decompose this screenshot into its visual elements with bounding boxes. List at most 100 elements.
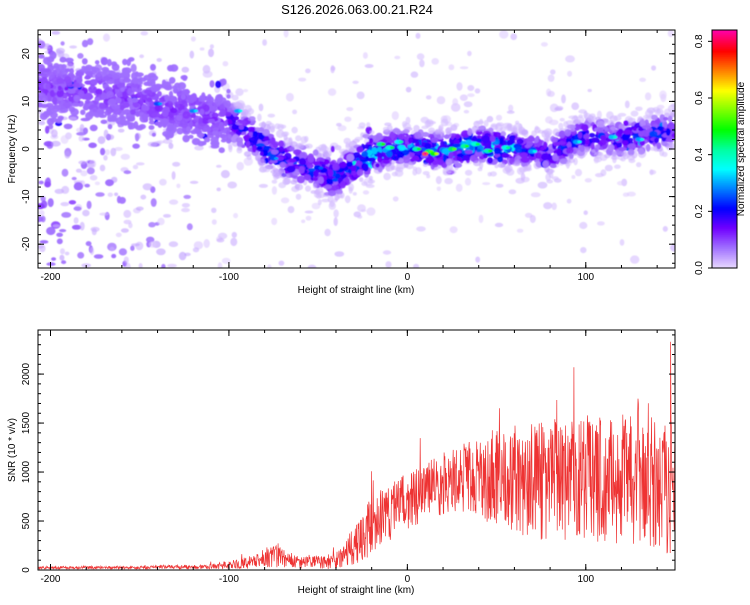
spectrogram-cell bbox=[595, 116, 601, 121]
spectrogram-cell bbox=[193, 109, 199, 113]
colorbar-swatch bbox=[712, 96, 737, 99]
spectrogram-cell bbox=[88, 142, 97, 149]
spectrogram-cell bbox=[331, 169, 337, 177]
spectrogram-cell bbox=[529, 215, 536, 223]
spectrogram-cell bbox=[510, 33, 517, 41]
spectrogram-cell bbox=[247, 116, 256, 122]
spectrogram-cell bbox=[147, 141, 158, 147]
spectrogram-cell bbox=[667, 30, 674, 38]
y-tick-label: -20 bbox=[21, 237, 32, 252]
spectrogram-cell bbox=[224, 100, 231, 109]
spectrogram-cell bbox=[371, 147, 378, 155]
spectrogram-cell bbox=[551, 176, 559, 181]
colorbar-swatch bbox=[712, 172, 737, 175]
spectrogram-cell bbox=[414, 131, 422, 139]
spectrogram-cell bbox=[357, 204, 366, 213]
x-tick-label: 0 bbox=[405, 272, 411, 283]
colorbar-swatch bbox=[712, 98, 737, 101]
spectrogram-cell bbox=[89, 247, 95, 255]
spectrogram-cell bbox=[416, 226, 426, 232]
spectrogram-cell bbox=[340, 180, 346, 189]
spectrogram-cell bbox=[84, 93, 93, 101]
spectrogram-cell bbox=[124, 69, 130, 77]
spectrogram-cell bbox=[368, 175, 373, 181]
spectrogram-cell bbox=[402, 121, 407, 128]
colorbar-swatch bbox=[712, 176, 737, 179]
spectrogram-cell bbox=[663, 116, 669, 121]
spectrogram-cell bbox=[506, 168, 515, 176]
spectrogram-cell bbox=[600, 169, 607, 177]
spectrogram-cell bbox=[89, 112, 99, 117]
spectrogram-cell bbox=[470, 155, 476, 162]
colorbar-swatch bbox=[712, 188, 737, 191]
snr-x-label: Height of straight line (km) bbox=[298, 585, 415, 596]
spectrogram-cell bbox=[130, 245, 135, 251]
spectrogram-cell bbox=[96, 110, 105, 115]
spectrogram-cell bbox=[345, 143, 351, 148]
spectrogram-cell bbox=[73, 217, 79, 224]
spectrogram-cell bbox=[39, 240, 49, 244]
spectrogram-cell bbox=[532, 150, 538, 153]
colorbar-swatch bbox=[712, 64, 737, 67]
spectrogram-cell bbox=[494, 164, 499, 169]
colorbar-gradient bbox=[712, 30, 737, 269]
spectrogram-cell bbox=[218, 147, 225, 154]
spectrogram-cell bbox=[516, 167, 525, 175]
colorbar-swatch bbox=[712, 206, 737, 209]
spectrogram-cell bbox=[329, 200, 335, 208]
spectrogram-cell bbox=[508, 104, 514, 112]
spectrogram-cell bbox=[375, 163, 380, 168]
spectrogram-cell bbox=[632, 126, 638, 131]
spectrogram-cell bbox=[188, 134, 194, 139]
spectrogram-cell bbox=[130, 94, 138, 98]
spectrogram-cell bbox=[115, 232, 122, 238]
spectrogram-cell bbox=[247, 108, 255, 115]
spectrogram-cell bbox=[581, 124, 589, 131]
spectrogram-cell bbox=[578, 109, 587, 114]
spectrogram-cell bbox=[386, 150, 393, 158]
spectrogram-cell bbox=[301, 219, 306, 224]
spectrogram-cell bbox=[304, 210, 314, 214]
spectrogram-cell bbox=[526, 140, 534, 147]
spectrogram-cell bbox=[358, 122, 366, 129]
spectrogram-cell bbox=[208, 48, 214, 58]
spectrogram-cell bbox=[596, 120, 606, 128]
spectrogram-cell bbox=[156, 140, 165, 144]
spectrogram-cell bbox=[627, 143, 636, 150]
spectrogram-cell bbox=[338, 161, 347, 169]
spectrogram-cell bbox=[413, 124, 420, 132]
spectrogram-cell bbox=[181, 66, 190, 73]
colorbar-swatch bbox=[712, 240, 737, 243]
spectrogram-cell bbox=[509, 135, 516, 141]
spectrogram-cell bbox=[38, 54, 45, 59]
spectrogram-cell bbox=[95, 192, 105, 197]
spectrogram-cell bbox=[618, 123, 625, 130]
spectrogram-cell bbox=[84, 183, 90, 188]
spectrogram-cell bbox=[38, 120, 46, 126]
spectrogram-cell bbox=[52, 96, 58, 105]
spectrogram-cell bbox=[114, 147, 123, 151]
spectrogram-cell bbox=[415, 32, 421, 39]
spectrogram-cell bbox=[618, 147, 627, 152]
spectrogram-cell bbox=[654, 119, 662, 124]
spectrogram-cell bbox=[499, 126, 506, 132]
spectrogram-cell bbox=[348, 183, 354, 192]
spectrogram-cell bbox=[186, 223, 193, 231]
spectrogram-cell bbox=[644, 92, 652, 101]
spectrogram-x-label: Height of straight line (km) bbox=[298, 285, 415, 296]
spectrogram-cell bbox=[305, 68, 311, 74]
spectrogram-cell bbox=[150, 63, 156, 71]
spectrogram-cell bbox=[565, 161, 570, 169]
spectrogram-cell bbox=[199, 108, 205, 115]
spectrogram-cell bbox=[238, 125, 244, 130]
spectrogram-cell bbox=[120, 153, 130, 160]
spectrogram-cell bbox=[534, 125, 539, 131]
colorbar-frame bbox=[711, 29, 738, 269]
spectrogram-cell bbox=[492, 140, 498, 145]
y-tick-label: 1000 bbox=[21, 460, 32, 483]
spectrogram-cell bbox=[548, 172, 554, 179]
spectrogram-cell bbox=[383, 172, 391, 181]
spectrogram-cell bbox=[327, 169, 334, 177]
